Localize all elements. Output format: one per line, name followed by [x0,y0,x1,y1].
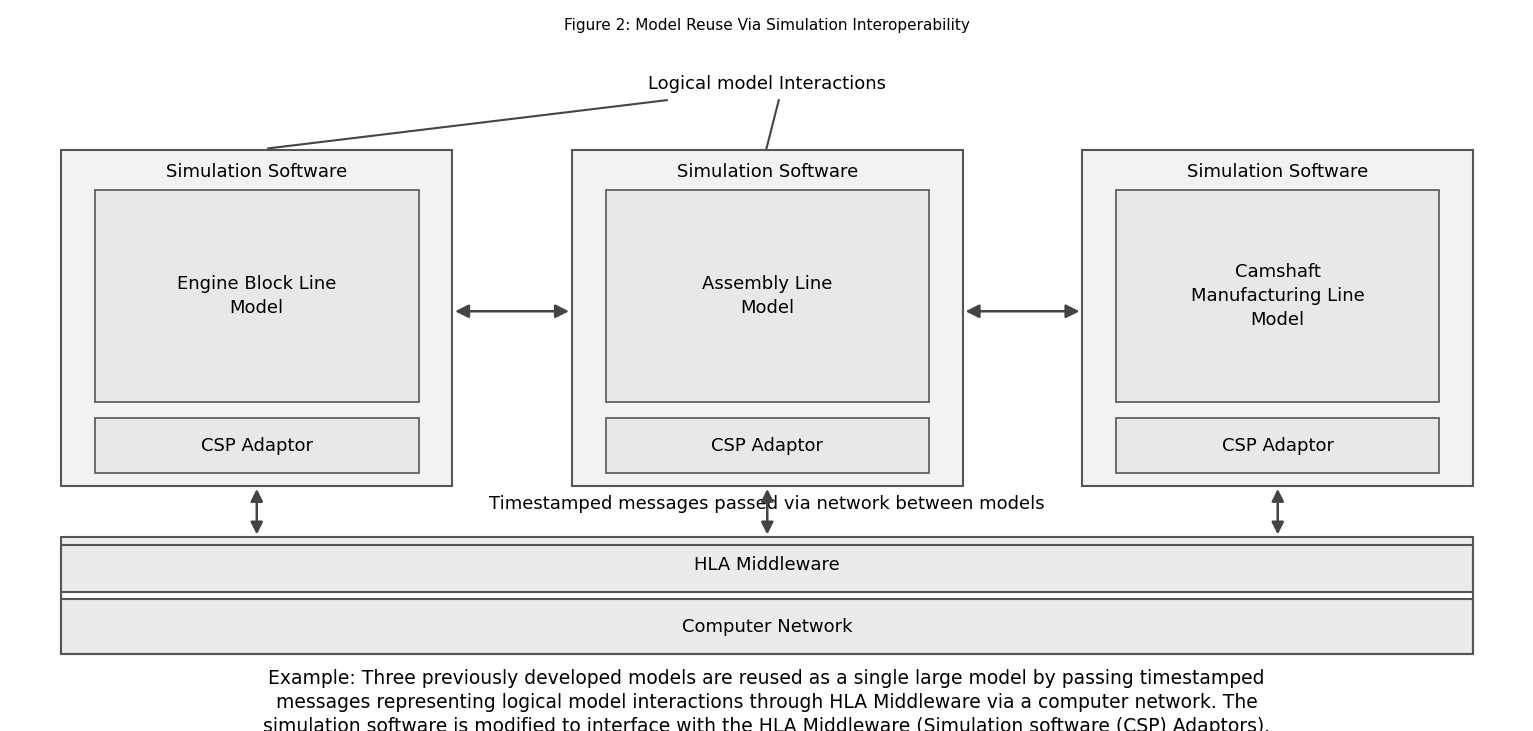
Text: Figure 2: Model Reuse Via Simulation Interoperability: Figure 2: Model Reuse Via Simulation Int… [564,18,969,34]
Text: simulation software is modified to interface with the HLA Middleware (Simulation: simulation software is modified to inter… [264,717,1269,731]
Bar [572,150,963,486]
Bar [1082,150,1473,486]
Text: Camshaft
Manufacturing Line
Model: Camshaft Manufacturing Line Model [1191,263,1364,329]
Bar [606,418,929,473]
Bar [606,190,929,402]
Bar [61,150,452,486]
Text: CSP Adaptor: CSP Adaptor [711,436,823,455]
Bar [61,599,1473,654]
Text: CSP Adaptor: CSP Adaptor [1222,436,1334,455]
Bar [1116,190,1439,402]
Text: HLA Middleware: HLA Middleware [694,556,840,574]
Bar [95,418,419,473]
Text: Computer Network: Computer Network [682,618,852,636]
Text: messages representing logical model interactions through HLA Middleware via a co: messages representing logical model inte… [276,693,1257,712]
Text: Logical model Interactions: Logical model Interactions [647,75,886,93]
Bar [61,545,1473,654]
Bar [1116,418,1439,473]
Text: Simulation Software: Simulation Software [166,163,348,181]
Text: Simulation Software: Simulation Software [1187,163,1369,181]
Text: Example: Three previously developed models are reused as a single large model by: Example: Three previously developed mode… [268,669,1265,688]
Bar [95,190,419,402]
Bar [61,537,1473,592]
Text: Timestamped messages passed via network between models: Timestamped messages passed via network … [489,496,1044,513]
Text: Assembly Line
Model: Assembly Line Model [702,276,832,317]
Text: Simulation Software: Simulation Software [676,163,858,181]
Text: Engine Block Line
Model: Engine Block Line Model [178,276,336,317]
Text: CSP Adaptor: CSP Adaptor [201,436,313,455]
